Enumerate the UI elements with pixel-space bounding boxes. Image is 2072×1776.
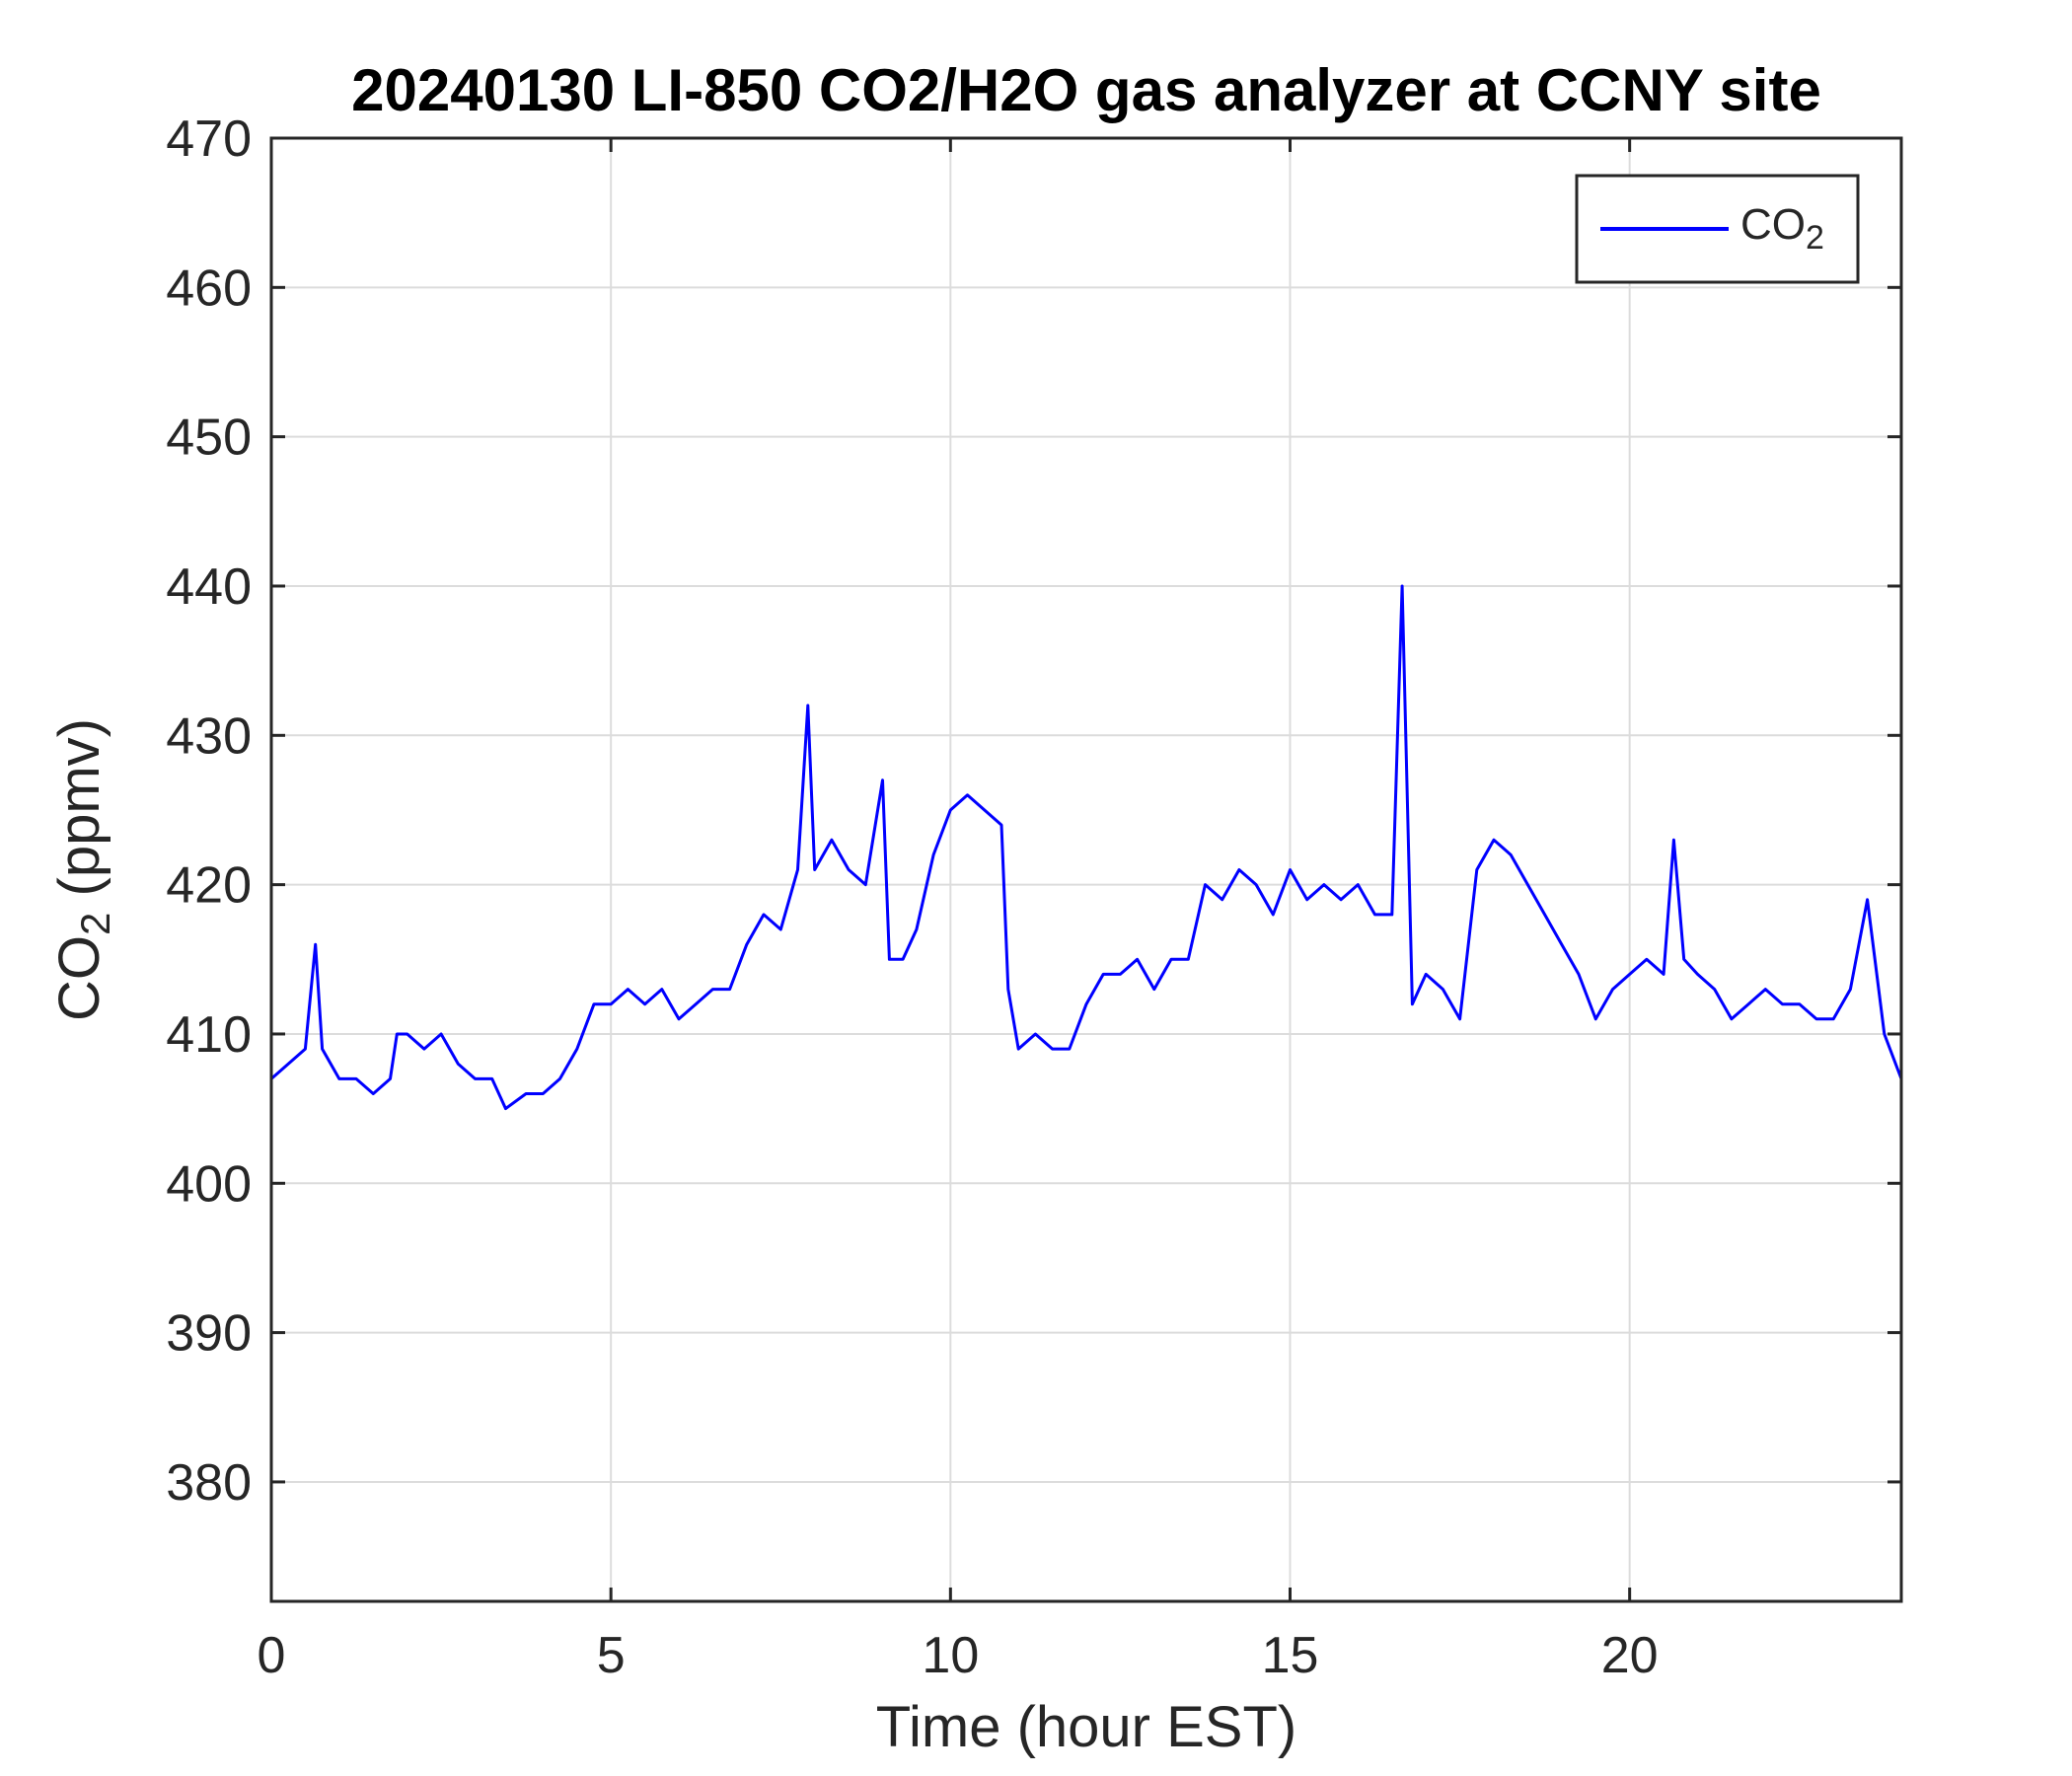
x-tick-label: 15	[1262, 1627, 1319, 1684]
y-axis-label-prefix: CO	[47, 935, 111, 1021]
x-tick-labels: 0 5 10 15 20	[258, 1627, 1659, 1684]
y-axis-label: CO2 (ppmv)	[47, 718, 118, 1021]
y-tick-label: 450	[166, 409, 252, 467]
axes-frame	[269, 136, 1903, 1603]
y-tick-labels: 380 390 400 410 420 430 440 450 460 470	[166, 111, 252, 1512]
y-tick-label: 420	[166, 857, 252, 915]
legend: CO2	[1575, 174, 1860, 284]
y-tick-label: 470	[166, 111, 252, 168]
tick-marks	[269, 136, 1901, 1601]
series-line-co2	[270, 584, 1903, 1111]
series-layer	[270, 584, 1903, 1111]
chart-title: 20240130 LI-850 CO2/H2O gas analyzer at …	[351, 57, 1821, 123]
legend-label-prefix: CO	[1740, 200, 1806, 249]
y-axis-label-suffix: (ppmv)	[47, 718, 111, 913]
y-tick-label: 440	[166, 558, 252, 616]
legend-label-co2: CO2	[1740, 200, 1824, 257]
y-tick-label: 380	[166, 1454, 252, 1512]
x-tick-label: 0	[258, 1627, 286, 1684]
x-tick-label: 20	[1601, 1627, 1659, 1684]
x-axis-label: Time (hour EST)	[876, 1695, 1296, 1759]
x-tick-label: 5	[597, 1627, 626, 1684]
y-tick-label: 460	[166, 259, 252, 317]
y-axis-label-subscript: 2	[72, 913, 118, 935]
x-tick-label: 10	[922, 1627, 979, 1684]
legend-label-subscript: 2	[1806, 219, 1824, 257]
y-tick-label: 400	[166, 1155, 252, 1213]
y-tick-label: 390	[166, 1305, 252, 1363]
y-tick-label: 410	[166, 1006, 252, 1064]
y-tick-label: 430	[166, 707, 252, 765]
